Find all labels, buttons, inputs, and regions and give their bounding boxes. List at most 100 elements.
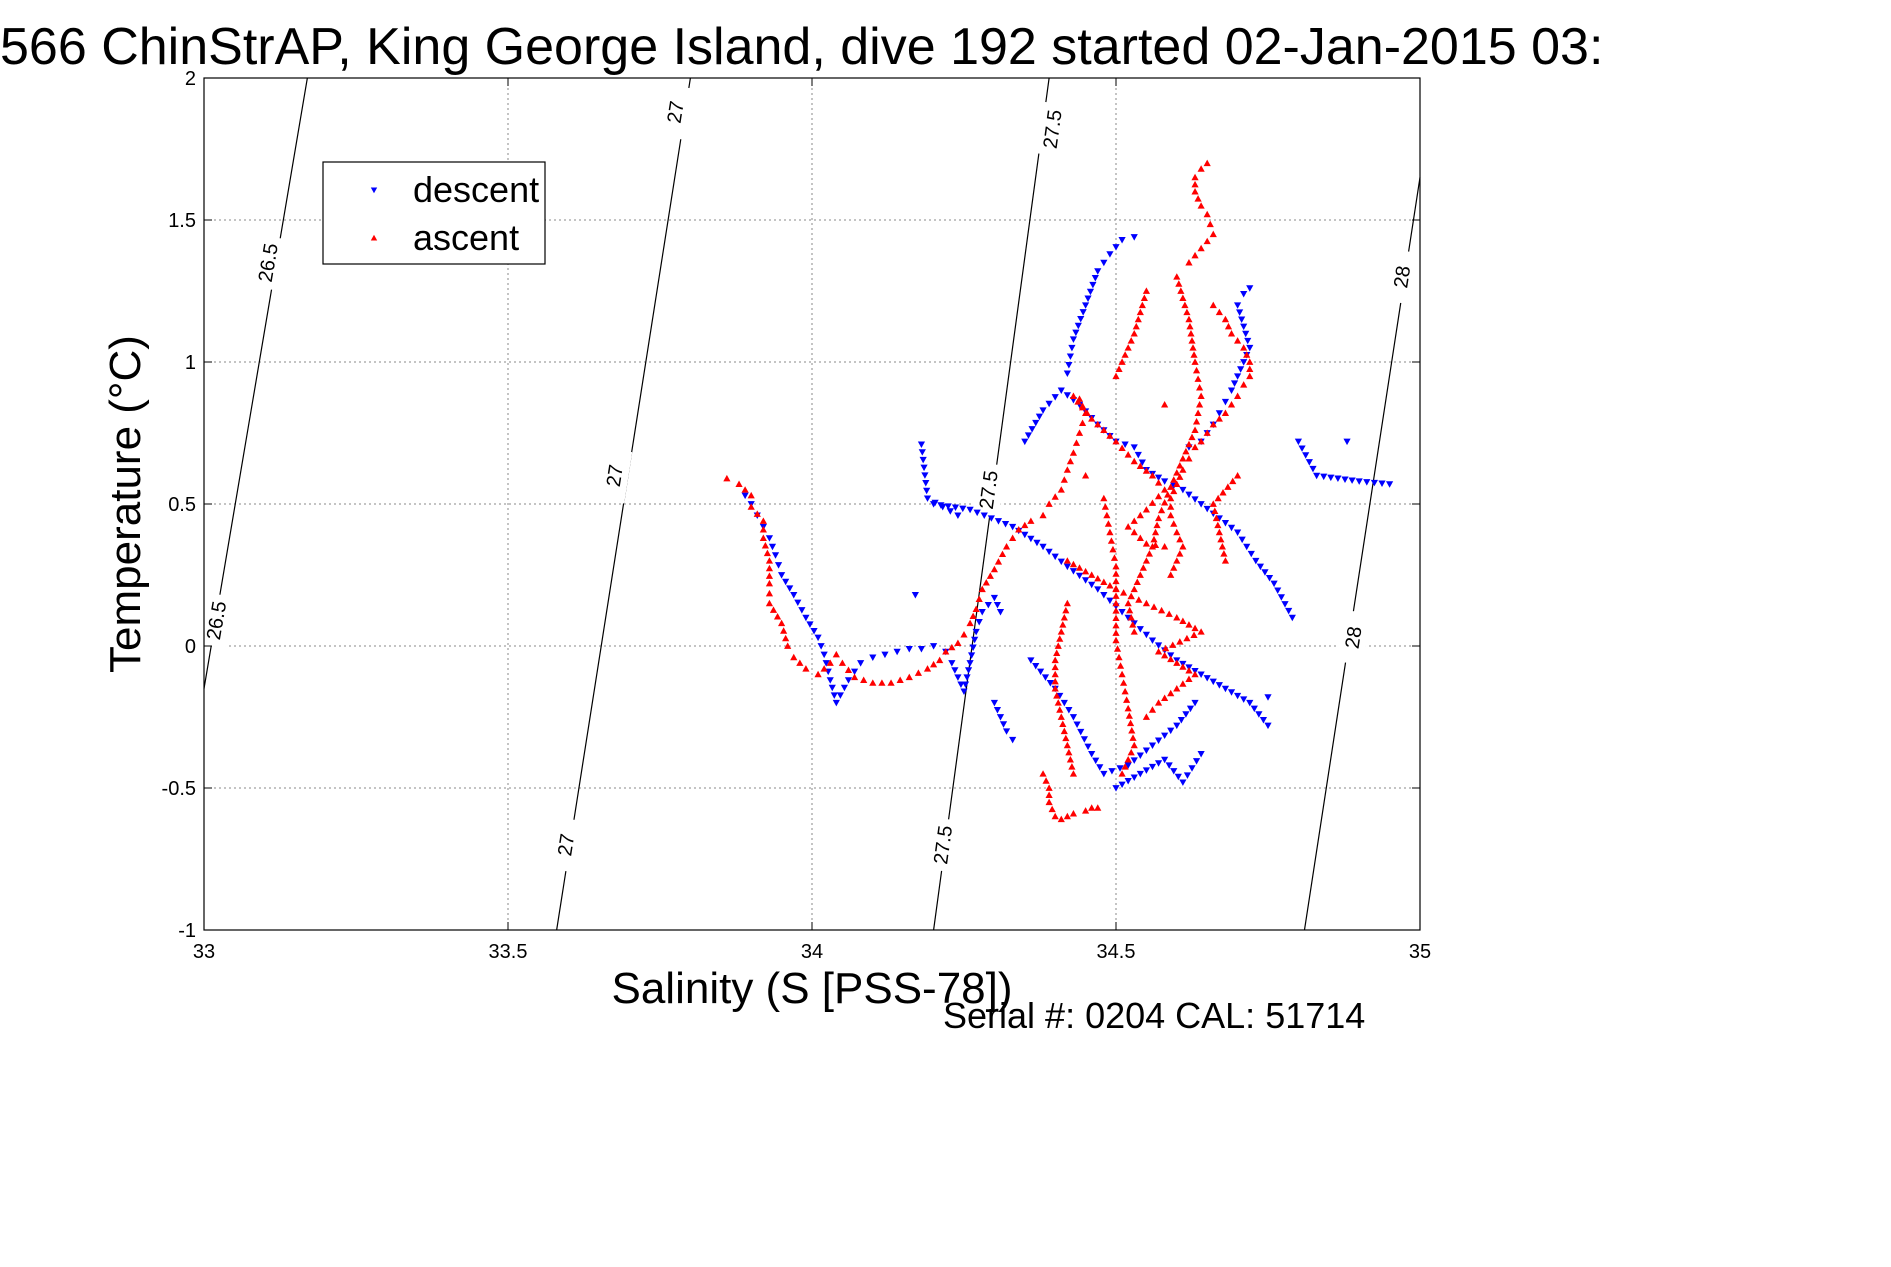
ascent-point <box>986 572 994 579</box>
descent-point <box>1370 479 1378 487</box>
ascent-point <box>1246 358 1254 365</box>
descent-point <box>1136 770 1144 778</box>
ascent-point <box>1153 521 1161 529</box>
descent-point <box>951 504 960 512</box>
ascent-point <box>1065 748 1073 756</box>
ascent-point <box>1224 322 1233 330</box>
ascent-point <box>735 480 743 487</box>
ascent-point <box>1145 550 1154 557</box>
ascent-point <box>1218 543 1226 550</box>
ascent-point <box>1112 570 1120 577</box>
descent-point <box>969 644 977 652</box>
descent-point <box>1246 699 1254 707</box>
ascent-point <box>1209 301 1217 309</box>
descent-point <box>1027 535 1035 543</box>
ascent-point <box>1132 322 1140 330</box>
descent-point <box>993 601 1002 609</box>
ascent-point <box>1177 287 1185 294</box>
ascent-point <box>1188 337 1196 344</box>
ascent-point <box>1221 315 1230 323</box>
ascent-point <box>1021 521 1029 529</box>
ascent-point <box>1045 798 1053 806</box>
descent-point <box>948 660 956 667</box>
descent-point <box>1082 302 1090 309</box>
axis-ticks: 33 33.5 34 34.5 35 -1 -0.5 0 0.5 1 1.5 2 <box>162 68 1432 963</box>
descent-point <box>961 681 970 688</box>
descent-point <box>1001 521 1010 528</box>
ascent-point <box>1196 383 1204 391</box>
descent-point <box>741 492 749 500</box>
descent-point <box>1021 531 1029 539</box>
ascent-point <box>1112 614 1120 622</box>
ascent-point <box>1042 777 1050 784</box>
y-tick-label: -1 <box>178 920 196 942</box>
descent-point <box>1246 344 1254 352</box>
ascent-point <box>1130 457 1138 465</box>
ascent-point <box>1209 500 1217 507</box>
descent-point <box>1234 692 1242 700</box>
descent-point <box>830 692 838 699</box>
descent-point <box>918 449 926 456</box>
descent-point <box>1154 642 1163 649</box>
descent-point <box>1134 451 1142 459</box>
descent-point <box>1032 663 1040 670</box>
descent-point <box>1191 496 1199 503</box>
descent-point <box>1244 337 1252 345</box>
descent-point <box>1215 410 1223 417</box>
descent-point <box>923 495 932 502</box>
ascent-point <box>1170 476 1178 483</box>
ascent-point <box>1229 477 1237 485</box>
ascent-point <box>1167 655 1175 663</box>
descent-point <box>1027 657 1035 664</box>
ascent-point <box>1151 541 1160 549</box>
ascent-point <box>1063 812 1071 820</box>
ascent-point <box>1176 638 1184 645</box>
ascent-point <box>1197 392 1205 399</box>
descent-point <box>771 552 780 559</box>
ascent-point <box>1072 439 1081 446</box>
ascent-point <box>1124 704 1132 712</box>
ascent-point <box>1203 429 1211 436</box>
ascent-point <box>1124 344 1132 351</box>
ascent-point <box>990 565 998 573</box>
descent-point <box>973 509 981 517</box>
ascent-point <box>1214 521 1222 529</box>
descent-point <box>1240 290 1248 298</box>
descent-point <box>1130 774 1138 781</box>
descent-point <box>798 607 806 614</box>
descent-point <box>996 609 1005 616</box>
descent-point <box>1024 432 1033 439</box>
descent-point <box>1355 478 1363 485</box>
ascent-point <box>1109 545 1117 553</box>
ascent-point <box>1191 358 1199 365</box>
descent-point <box>1252 557 1260 565</box>
ascent-point <box>905 673 913 681</box>
contour-label-bg <box>1335 609 1371 666</box>
descent-point <box>917 441 926 448</box>
descent-point <box>1069 568 1078 575</box>
descent-point <box>1106 251 1114 258</box>
descent-point <box>1327 474 1335 482</box>
ascent-point <box>1066 756 1074 763</box>
ascent-point <box>1110 554 1119 561</box>
descent-point <box>1094 586 1102 593</box>
ascent-point <box>759 517 767 524</box>
descent-point <box>1065 361 1073 369</box>
descent-point <box>1259 716 1268 724</box>
ascent-point <box>1173 469 1181 476</box>
descent-point <box>820 651 828 659</box>
descent-point <box>968 652 976 659</box>
ascent-point <box>1136 308 1144 316</box>
ascent-point <box>1191 251 1199 259</box>
ascent-point <box>1161 486 1169 493</box>
ascent-point <box>1173 557 1181 564</box>
ascent-point <box>1151 528 1160 536</box>
ascent-point <box>1197 628 1205 635</box>
ascent-point <box>1142 287 1150 294</box>
ascent-point <box>1045 784 1053 791</box>
ascent-point <box>826 659 834 666</box>
ascent-point <box>769 606 778 613</box>
descent-point <box>802 614 810 622</box>
ascent-point <box>1148 706 1157 713</box>
